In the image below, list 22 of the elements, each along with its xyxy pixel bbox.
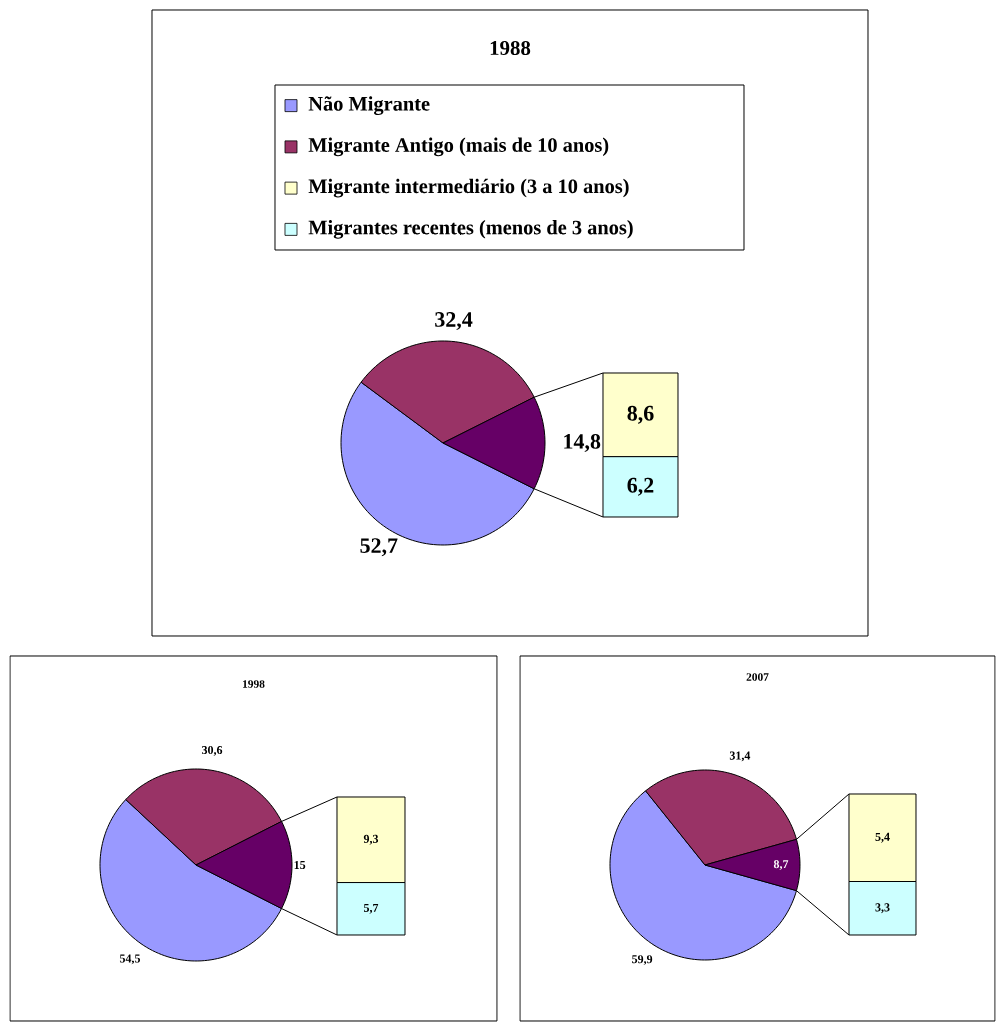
chart-title: 1988: [490, 40, 531, 56]
data-label: 8,7: [773, 860, 789, 870]
data-label: 9,3: [363, 834, 379, 845]
legend-label: Migrante intermediário (3 a 10 anos): [308, 178, 629, 198]
legend-label: Migrante Antigo (mais de 10 anos): [308, 137, 609, 157]
legend-label: Não Migrante: [308, 96, 430, 115]
chart-title: 1998: [243, 680, 265, 688]
data-label: 54,5: [119, 954, 141, 965]
data-label: 30,6: [202, 745, 223, 756]
data-label: 3,3: [875, 903, 890, 914]
data-label: 8,6: [627, 405, 654, 424]
data-label: 32,4: [435, 312, 473, 331]
data-label: 15: [294, 860, 306, 870]
legend-label: Migrantes recentes (menos de 3 anos): [308, 220, 633, 239]
data-label: 59,9: [632, 955, 653, 965]
data-label: 6,2: [627, 477, 654, 496]
data-label: 5,7: [363, 903, 379, 914]
data-label: 31,4: [729, 751, 751, 762]
data-label: 5,4: [875, 832, 890, 843]
data-label: 14,8: [564, 433, 601, 453]
data-label: 52,7: [360, 538, 398, 557]
chart-title: 2007: [746, 673, 769, 681]
